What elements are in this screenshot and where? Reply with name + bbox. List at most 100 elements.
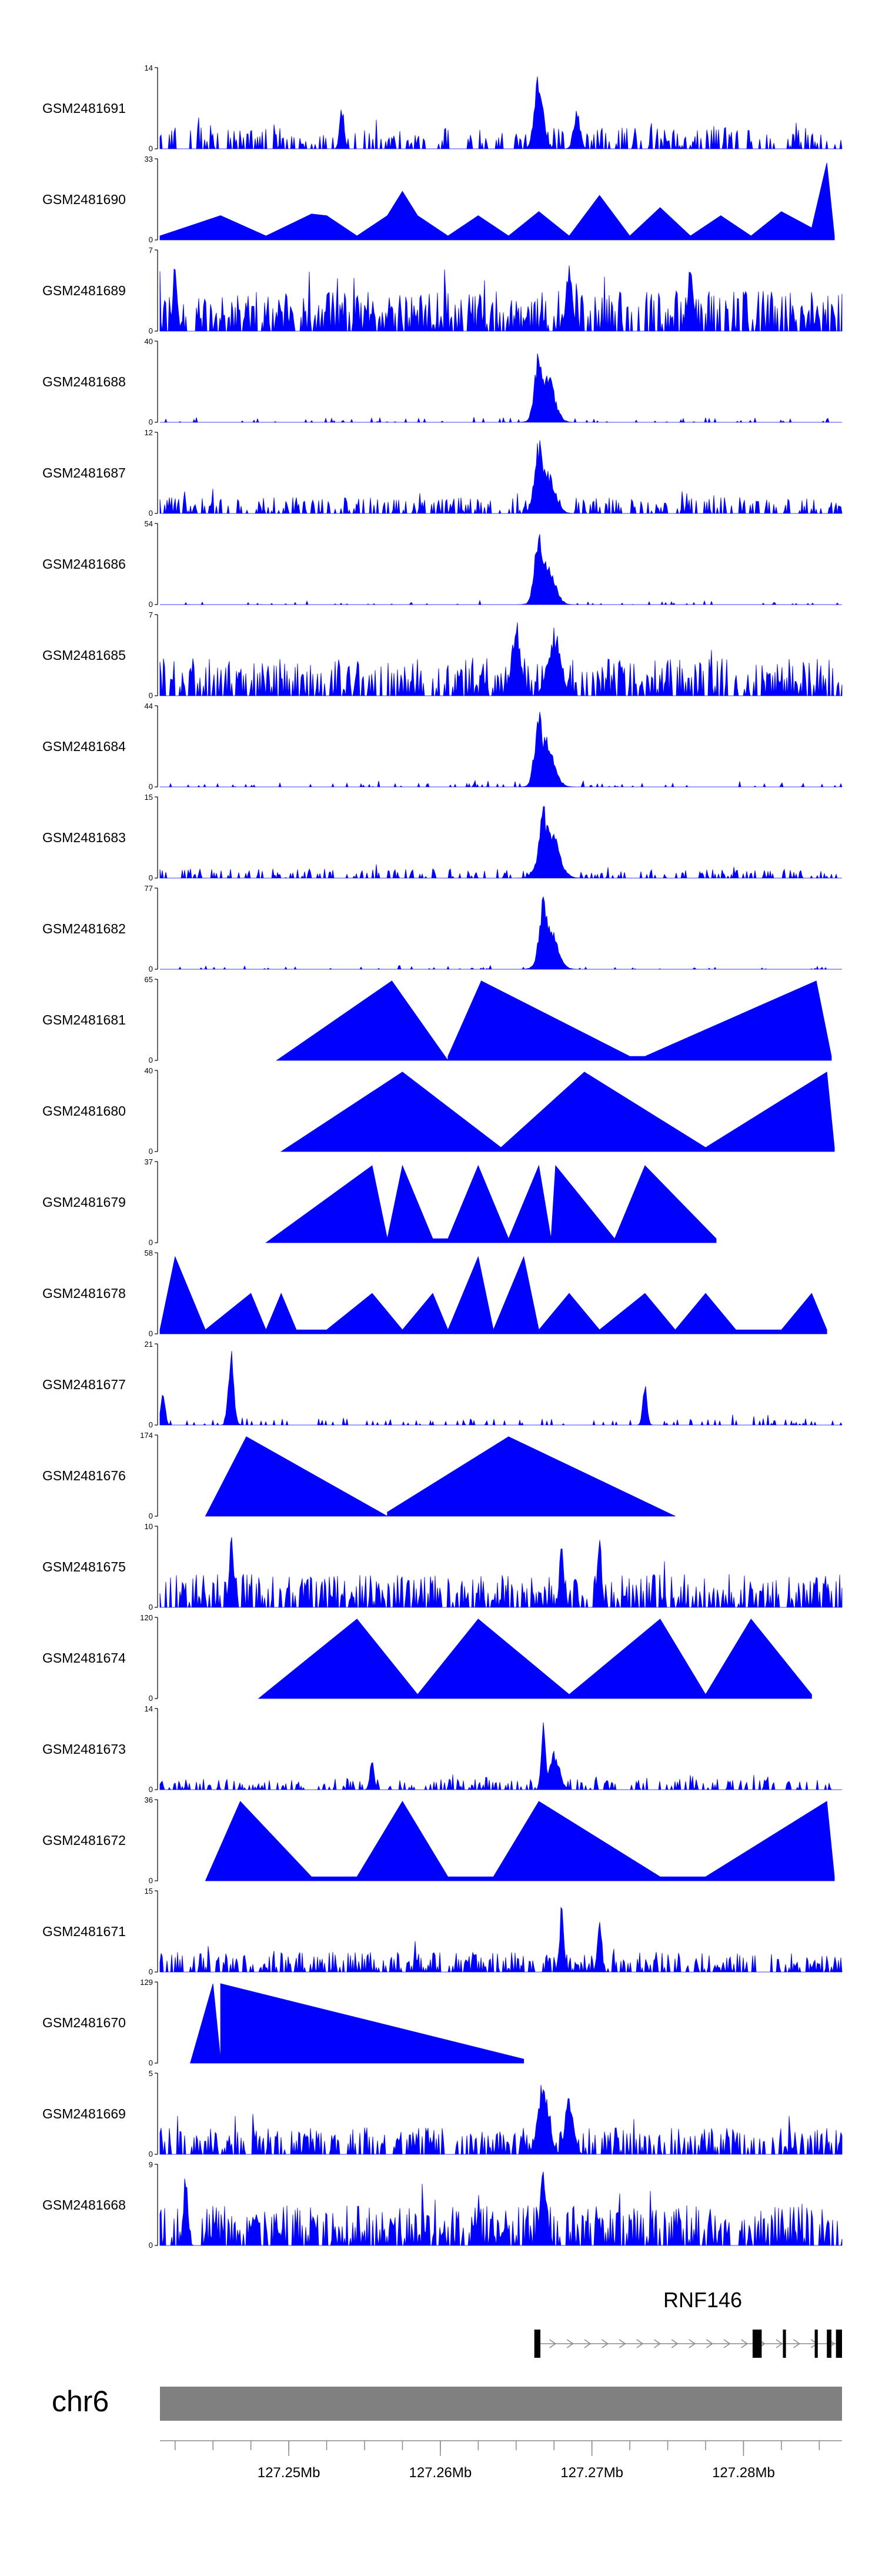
coverage-area — [205, 1801, 835, 1881]
track-label: GSM2481683 — [42, 830, 126, 845]
track-GSM2481686: GSM2481686 54 0 — [42, 519, 842, 609]
track-GSM2481691: GSM2481691 14 0 — [42, 64, 843, 153]
track-GSM2481687: GSM2481687 12 0 — [42, 428, 843, 518]
y-max-label: 15 — [145, 1887, 153, 1896]
track-GSM2481685: GSM2481685 7 0 — [42, 610, 843, 700]
y-min-label: 0 — [149, 873, 153, 882]
coverage-area — [160, 353, 842, 423]
track-label: GSM2481684 — [42, 739, 126, 754]
y-max-label: 120 — [140, 1613, 153, 1622]
track-label: GSM2481668 — [42, 2197, 126, 2213]
y-max-label: 129 — [140, 1978, 153, 1987]
track-GSM2481683: GSM2481683 15 0 — [42, 793, 842, 882]
track-GSM2481670: GSM2481670 129 0 — [42, 1978, 524, 2067]
y-min-label: 0 — [149, 1967, 153, 1976]
track-GSM2481689: GSM2481689 7 0 — [42, 246, 843, 335]
track-GSM2481673: GSM2481673 14 0 — [42, 1704, 842, 1794]
y-min-label: 0 — [149, 144, 153, 153]
coverage-area — [159, 76, 843, 150]
x-tick-label: 127.25Mb — [258, 2465, 320, 2481]
y-min-label: 0 — [149, 2150, 153, 2158]
y-min-label: 0 — [149, 326, 153, 335]
y-max-label: 58 — [145, 1249, 153, 1257]
chromosome-label: chr6 — [52, 2385, 109, 2418]
track-GSM2481669: GSM2481669 5 0 — [42, 2069, 843, 2158]
coverage-area — [159, 162, 835, 241]
strand-arrow — [723, 2339, 731, 2348]
track-GSM2481680: GSM2481680 40 0 — [42, 1066, 835, 1156]
y-max-label: 15 — [145, 793, 153, 802]
y-min-label: 0 — [149, 1056, 153, 1065]
track-GSM2481676: GSM2481676 174 0 — [42, 1431, 676, 1520]
track-label: GSM2481674 — [42, 1650, 126, 1666]
coverage-area — [258, 1619, 812, 1699]
y-min-label: 0 — [149, 235, 153, 244]
x-tick-label: 127.26Mb — [409, 2465, 472, 2481]
y-min-label: 0 — [149, 1147, 153, 1156]
x-tick-label: 127.28Mb — [712, 2465, 775, 2481]
strand-arrow — [706, 2339, 713, 2348]
track-label: GSM2481669 — [42, 2106, 126, 2121]
track-label: GSM2481671 — [42, 1924, 126, 1939]
track-label: GSM2481678 — [42, 1286, 126, 1301]
track-GSM2481688: GSM2481688 40 0 — [42, 337, 842, 426]
coverage-area — [276, 980, 832, 1062]
strand-arrow — [549, 2339, 556, 2348]
exon — [783, 2330, 786, 2358]
coverage-area — [160, 534, 842, 605]
y-min-label: 0 — [149, 509, 153, 518]
y-max-label: 14 — [145, 64, 153, 72]
track-label: GSM2481680 — [42, 1103, 126, 1119]
y-min-label: 0 — [149, 2058, 153, 2067]
y-min-label: 0 — [149, 965, 153, 973]
y-min-label: 0 — [149, 1238, 153, 1247]
y-min-label: 0 — [149, 600, 153, 609]
coverage-area — [159, 1537, 843, 1608]
y-max-label: 7 — [149, 610, 153, 619]
track-label: GSM2481673 — [42, 1741, 126, 1757]
track-label: GSM2481685 — [42, 648, 126, 663]
track-label: GSM2481689 — [42, 283, 126, 298]
x-tick-label: 127.27Mb — [560, 2465, 623, 2481]
strand-arrow — [602, 2339, 609, 2348]
strand-arrow — [636, 2339, 644, 2348]
y-min-label: 0 — [149, 782, 153, 791]
track-GSM2481675: GSM2481675 10 0 — [42, 1522, 843, 1611]
coverage-area — [160, 712, 843, 788]
exon — [836, 2330, 842, 2358]
track-label: GSM2481687 — [42, 465, 126, 481]
track-GSM2481671: GSM2481671 15 0 — [42, 1887, 843, 1976]
y-max-label: 9 — [149, 2160, 153, 2169]
y-max-label: 36 — [145, 1796, 153, 1804]
y-min-label: 0 — [149, 691, 153, 700]
exon — [752, 2330, 762, 2358]
y-max-label: 12 — [145, 428, 153, 437]
chromosome-ideogram-track: chr6 — [52, 2385, 842, 2421]
y-min-label: 0 — [149, 1876, 153, 1885]
coverage-area — [159, 1256, 827, 1334]
track-GSM2481677: GSM2481677 21 0 — [42, 1340, 843, 1429]
y-max-label: 174 — [140, 1431, 153, 1440]
track-GSM2481674: GSM2481674 120 0 — [42, 1613, 812, 1703]
track-GSM2481672: GSM2481672 36 0 — [42, 1796, 835, 1885]
strand-arrow — [689, 2339, 696, 2348]
track-label: GSM2481688 — [42, 374, 126, 389]
track-GSM2481690: GSM2481690 33 0 — [42, 155, 835, 244]
y-max-label: 7 — [149, 246, 153, 255]
y-min-label: 0 — [149, 1694, 153, 1703]
track-GSM2481668: GSM2481668 9 0 — [42, 2160, 843, 2250]
y-max-label: 40 — [145, 1066, 153, 1075]
exon — [534, 2330, 541, 2358]
track-label: GSM2481670 — [42, 2015, 126, 2030]
coverage-area — [159, 622, 843, 696]
track-GSM2481678: GSM2481678 58 0 — [42, 1249, 827, 1338]
y-min-label: 0 — [149, 418, 153, 426]
track-label: GSM2481690 — [42, 192, 126, 207]
y-max-label: 5 — [149, 2069, 153, 2078]
coverage-area — [159, 1722, 842, 1791]
coverage-area — [159, 2084, 843, 2155]
track-label: GSM2481682 — [42, 921, 126, 936]
track-label: GSM2481676 — [42, 1468, 126, 1483]
gene-label: RNF146 — [663, 2288, 742, 2312]
